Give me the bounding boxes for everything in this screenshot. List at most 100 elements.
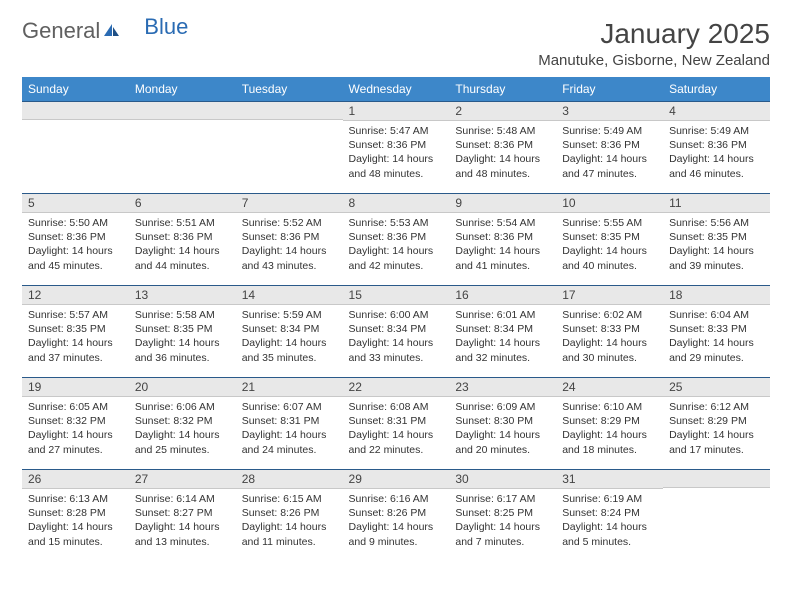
day-details: Sunrise: 6:19 AMSunset: 8:24 PMDaylight:…	[556, 489, 663, 553]
day-number-bar: 7	[236, 193, 343, 213]
daylight-line: Daylight: 14 hours and 25 minutes.	[135, 428, 230, 456]
daylight-line: Daylight: 14 hours and 48 minutes.	[455, 152, 550, 180]
day-details: Sunrise: 6:17 AMSunset: 8:25 PMDaylight:…	[449, 489, 556, 553]
sunset-line: Sunset: 8:34 PM	[455, 322, 550, 336]
sunrise-line: Sunrise: 5:54 AM	[455, 216, 550, 230]
daylight-line: Daylight: 14 hours and 35 minutes.	[242, 336, 337, 364]
sunrise-line: Sunrise: 6:10 AM	[562, 400, 657, 414]
day-details: Sunrise: 6:02 AMSunset: 8:33 PMDaylight:…	[556, 305, 663, 369]
day-number-bar: 16	[449, 285, 556, 305]
calendar-week-row: 26Sunrise: 6:13 AMSunset: 8:28 PMDayligh…	[22, 469, 770, 561]
sunrise-line: Sunrise: 6:00 AM	[349, 308, 444, 322]
calendar-cell: 18Sunrise: 6:04 AMSunset: 8:33 PMDayligh…	[663, 285, 770, 377]
calendar-cell	[129, 101, 236, 193]
day-number-bar: 13	[129, 285, 236, 305]
sunrise-line: Sunrise: 5:50 AM	[28, 216, 123, 230]
day-details: Sunrise: 5:51 AMSunset: 8:36 PMDaylight:…	[129, 213, 236, 277]
calendar-cell: 21Sunrise: 6:07 AMSunset: 8:31 PMDayligh…	[236, 377, 343, 469]
day-details: Sunrise: 5:48 AMSunset: 8:36 PMDaylight:…	[449, 121, 556, 185]
day-number-bar: 9	[449, 193, 556, 213]
daylight-line: Daylight: 14 hours and 47 minutes.	[562, 152, 657, 180]
empty-day-bar	[129, 101, 236, 120]
calendar-cell: 19Sunrise: 6:05 AMSunset: 8:32 PMDayligh…	[22, 377, 129, 469]
calendar-cell: 15Sunrise: 6:00 AMSunset: 8:34 PMDayligh…	[343, 285, 450, 377]
day-number-bar: 5	[22, 193, 129, 213]
daylight-line: Daylight: 14 hours and 32 minutes.	[455, 336, 550, 364]
day-details: Sunrise: 6:13 AMSunset: 8:28 PMDaylight:…	[22, 489, 129, 553]
calendar-cell: 24Sunrise: 6:10 AMSunset: 8:29 PMDayligh…	[556, 377, 663, 469]
header-row: General Blue January 2025 Manutuke, Gisb…	[22, 18, 770, 69]
day-number-bar: 24	[556, 377, 663, 397]
sunrise-line: Sunrise: 6:13 AM	[28, 492, 123, 506]
daylight-line: Daylight: 14 hours and 13 minutes.	[135, 520, 230, 548]
daylight-line: Daylight: 14 hours and 22 minutes.	[349, 428, 444, 456]
daylight-line: Daylight: 14 hours and 20 minutes.	[455, 428, 550, 456]
day-number-bar: 21	[236, 377, 343, 397]
sunset-line: Sunset: 8:35 PM	[669, 230, 764, 244]
daylight-line: Daylight: 14 hours and 40 minutes.	[562, 244, 657, 272]
calendar-week-row: 1Sunrise: 5:47 AMSunset: 8:36 PMDaylight…	[22, 101, 770, 193]
weekday-header: Sunday	[22, 77, 129, 101]
day-details: Sunrise: 6:09 AMSunset: 8:30 PMDaylight:…	[449, 397, 556, 461]
day-number-bar: 23	[449, 377, 556, 397]
calendar-cell: 4Sunrise: 5:49 AMSunset: 8:36 PMDaylight…	[663, 101, 770, 193]
daylight-line: Daylight: 14 hours and 45 minutes.	[28, 244, 123, 272]
day-details: Sunrise: 6:05 AMSunset: 8:32 PMDaylight:…	[22, 397, 129, 461]
day-details: Sunrise: 6:16 AMSunset: 8:26 PMDaylight:…	[343, 489, 450, 553]
sunrise-line: Sunrise: 5:49 AM	[562, 124, 657, 138]
sunrise-line: Sunrise: 6:01 AM	[455, 308, 550, 322]
calendar-cell: 8Sunrise: 5:53 AMSunset: 8:36 PMDaylight…	[343, 193, 450, 285]
sunrise-line: Sunrise: 6:08 AM	[349, 400, 444, 414]
daylight-line: Daylight: 14 hours and 9 minutes.	[349, 520, 444, 548]
calendar-cell: 14Sunrise: 5:59 AMSunset: 8:34 PMDayligh…	[236, 285, 343, 377]
sunset-line: Sunset: 8:36 PM	[242, 230, 337, 244]
calendar-cell	[663, 469, 770, 561]
calendar-week-row: 12Sunrise: 5:57 AMSunset: 8:35 PMDayligh…	[22, 285, 770, 377]
sunrise-line: Sunrise: 6:19 AM	[562, 492, 657, 506]
weekday-header: Friday	[556, 77, 663, 101]
sunset-line: Sunset: 8:31 PM	[242, 414, 337, 428]
calendar-cell: 26Sunrise: 6:13 AMSunset: 8:28 PMDayligh…	[22, 469, 129, 561]
daylight-line: Daylight: 14 hours and 39 minutes.	[669, 244, 764, 272]
sunrise-line: Sunrise: 5:56 AM	[669, 216, 764, 230]
day-number-bar: 22	[343, 377, 450, 397]
logo: General Blue	[22, 18, 190, 44]
sunset-line: Sunset: 8:32 PM	[135, 414, 230, 428]
sunrise-line: Sunrise: 5:59 AM	[242, 308, 337, 322]
daylight-line: Daylight: 14 hours and 7 minutes.	[455, 520, 550, 548]
day-details: Sunrise: 6:04 AMSunset: 8:33 PMDaylight:…	[663, 305, 770, 369]
day-number-bar: 19	[22, 377, 129, 397]
sunset-line: Sunset: 8:26 PM	[349, 506, 444, 520]
day-details: Sunrise: 5:50 AMSunset: 8:36 PMDaylight:…	[22, 213, 129, 277]
calendar-cell: 30Sunrise: 6:17 AMSunset: 8:25 PMDayligh…	[449, 469, 556, 561]
sunrise-line: Sunrise: 5:55 AM	[562, 216, 657, 230]
sunrise-line: Sunrise: 5:51 AM	[135, 216, 230, 230]
day-details: Sunrise: 6:08 AMSunset: 8:31 PMDaylight:…	[343, 397, 450, 461]
sunset-line: Sunset: 8:24 PM	[562, 506, 657, 520]
day-number-bar: 26	[22, 469, 129, 489]
sunset-line: Sunset: 8:36 PM	[135, 230, 230, 244]
daylight-line: Daylight: 14 hours and 43 minutes.	[242, 244, 337, 272]
logo-sail-icon	[102, 18, 122, 44]
sunset-line: Sunset: 8:35 PM	[28, 322, 123, 336]
sunrise-line: Sunrise: 6:07 AM	[242, 400, 337, 414]
calendar-cell: 9Sunrise: 5:54 AMSunset: 8:36 PMDaylight…	[449, 193, 556, 285]
day-number-bar: 25	[663, 377, 770, 397]
calendar-cell	[236, 101, 343, 193]
day-number-bar: 6	[129, 193, 236, 213]
calendar-cell: 17Sunrise: 6:02 AMSunset: 8:33 PMDayligh…	[556, 285, 663, 377]
daylight-line: Daylight: 14 hours and 42 minutes.	[349, 244, 444, 272]
daylight-line: Daylight: 14 hours and 36 minutes.	[135, 336, 230, 364]
sunset-line: Sunset: 8:33 PM	[562, 322, 657, 336]
day-number-bar: 4	[663, 101, 770, 121]
weekday-header: Tuesday	[236, 77, 343, 101]
sunset-line: Sunset: 8:36 PM	[28, 230, 123, 244]
day-number-bar: 30	[449, 469, 556, 489]
day-details: Sunrise: 5:52 AMSunset: 8:36 PMDaylight:…	[236, 213, 343, 277]
day-number-bar: 27	[129, 469, 236, 489]
day-number-bar: 31	[556, 469, 663, 489]
day-details: Sunrise: 5:54 AMSunset: 8:36 PMDaylight:…	[449, 213, 556, 277]
calendar-cell: 13Sunrise: 5:58 AMSunset: 8:35 PMDayligh…	[129, 285, 236, 377]
calendar-cell: 11Sunrise: 5:56 AMSunset: 8:35 PMDayligh…	[663, 193, 770, 285]
calendar-cell: 22Sunrise: 6:08 AMSunset: 8:31 PMDayligh…	[343, 377, 450, 469]
